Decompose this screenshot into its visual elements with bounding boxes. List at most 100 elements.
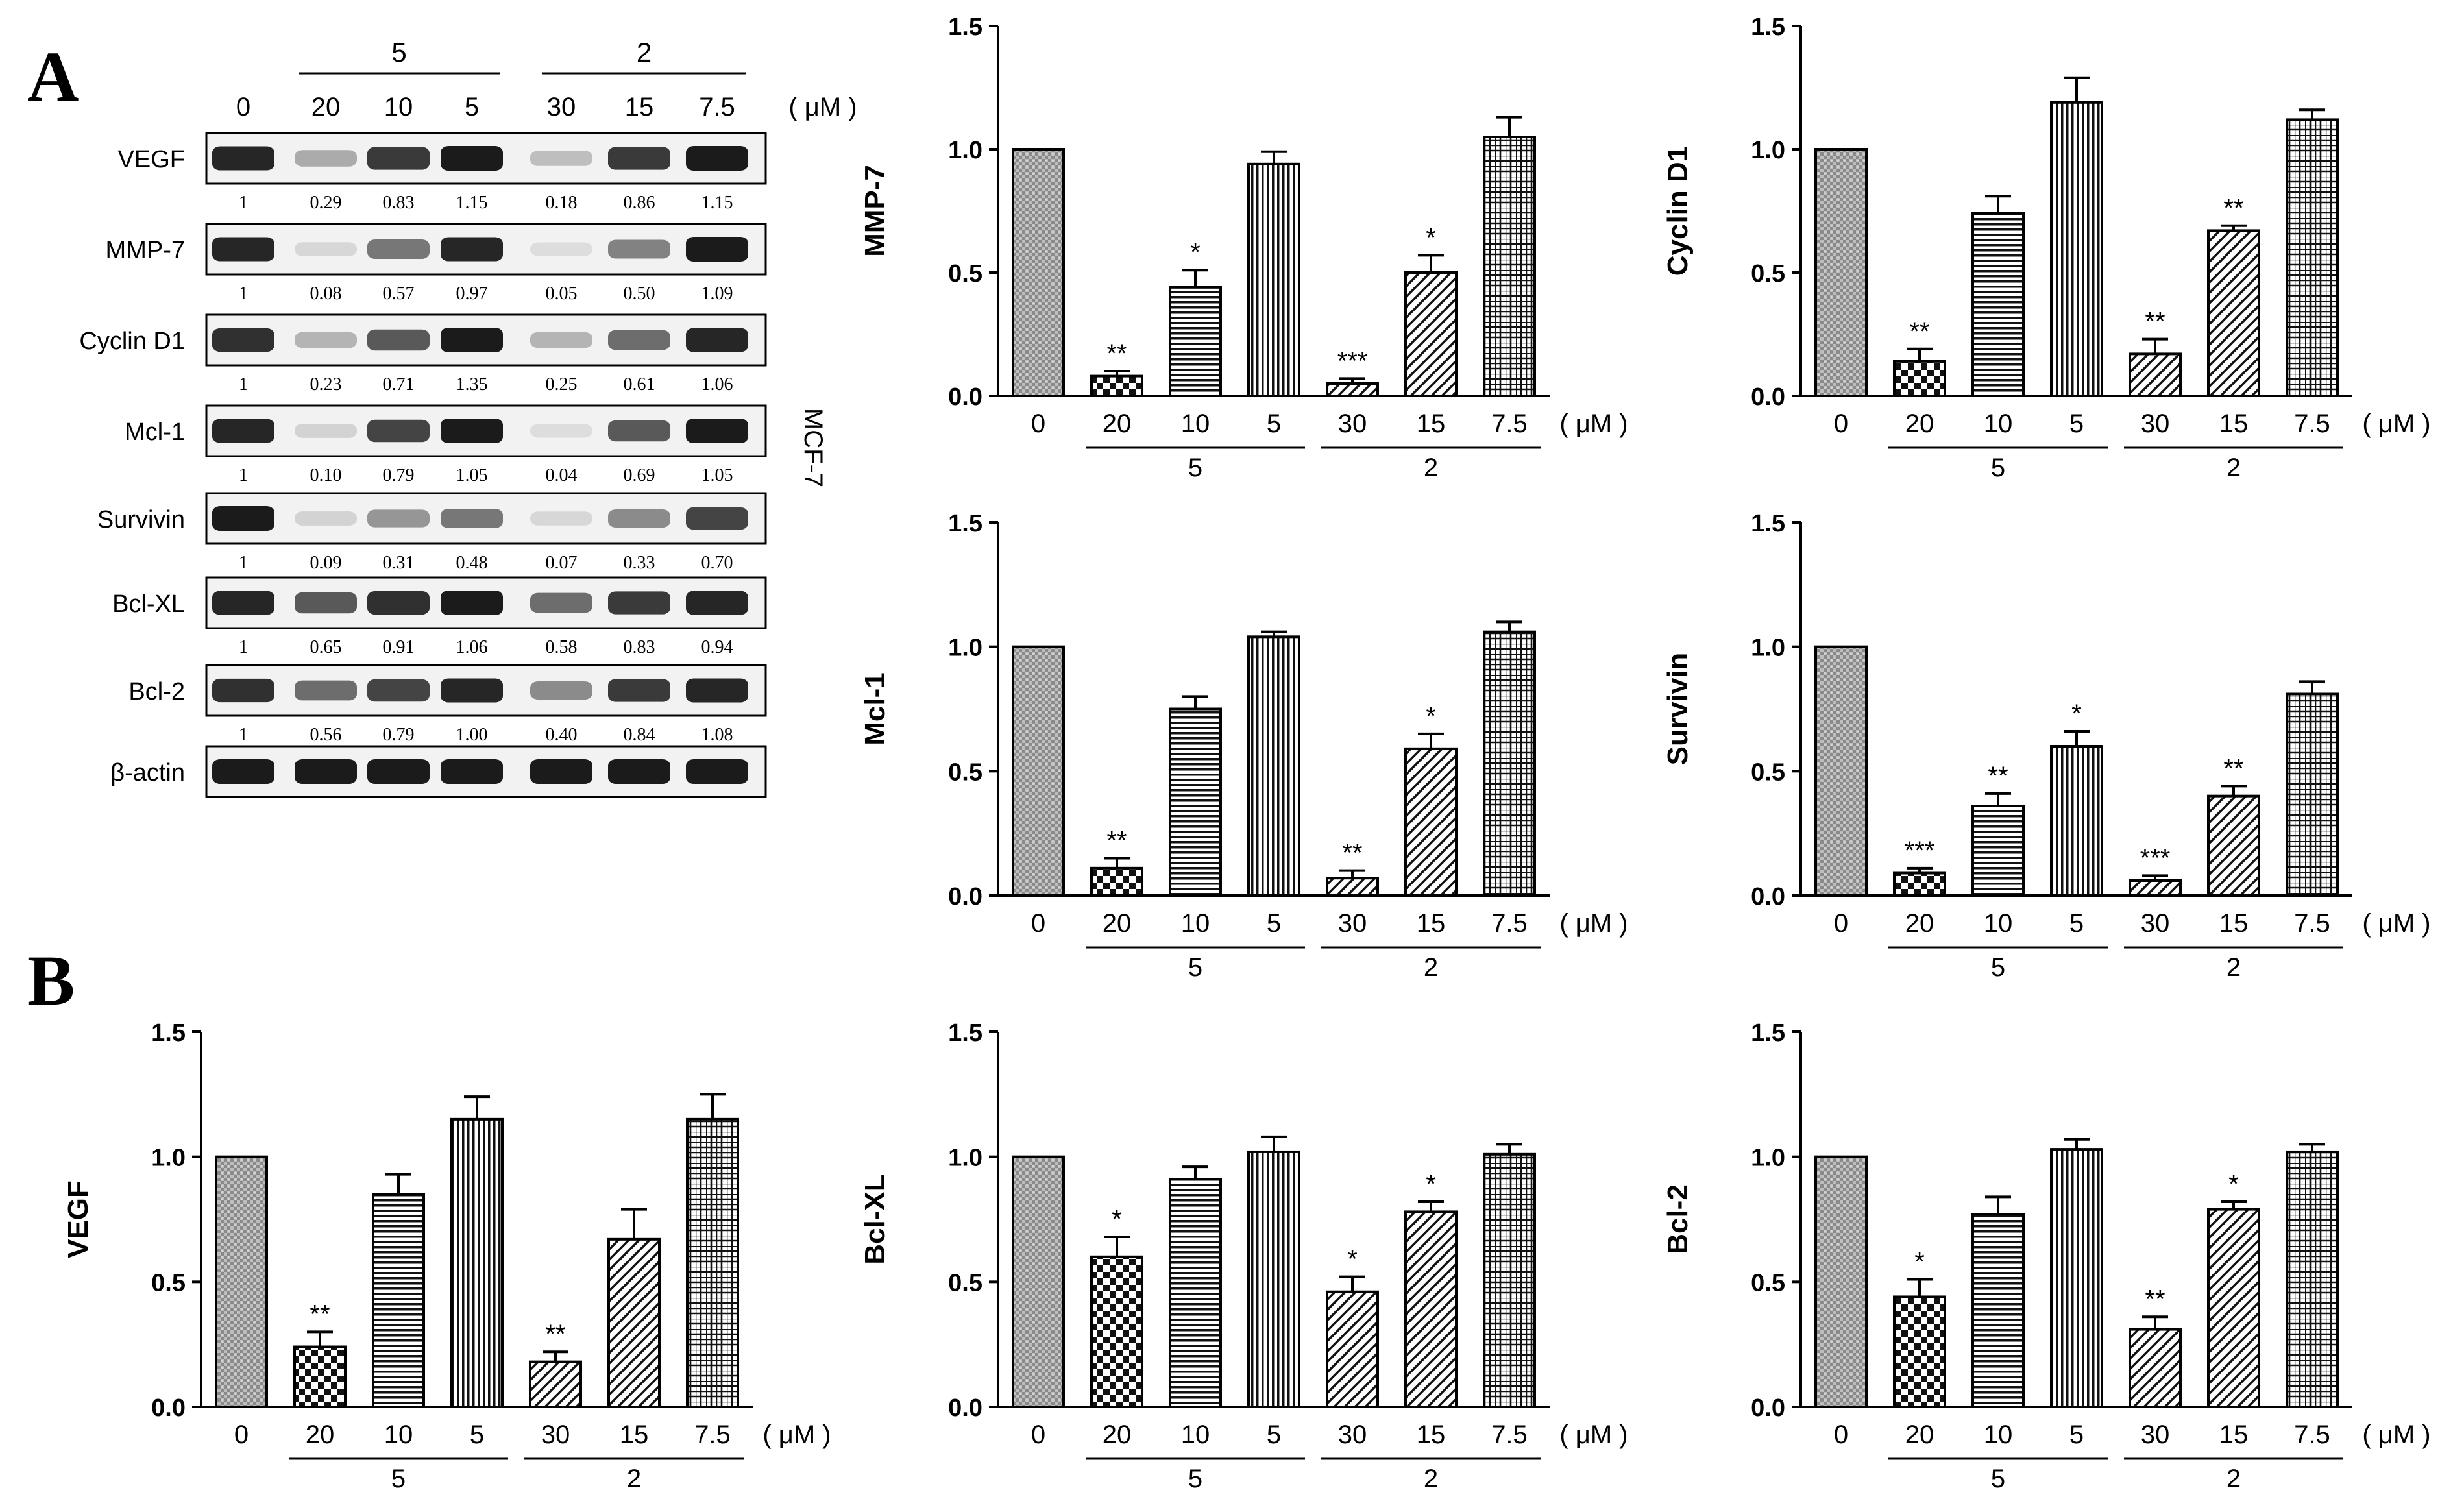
blot-band	[530, 592, 592, 613]
blot-band	[608, 147, 670, 170]
blot-band	[367, 591, 430, 615]
panel-label-b: B	[27, 941, 75, 1020]
bar	[1483, 136, 1536, 397]
x-unit-label: ( μM )	[1559, 1420, 1628, 1449]
bar	[293, 1345, 347, 1409]
x-tick-label: 5	[470, 1420, 484, 1449]
significance-label: **	[1988, 762, 2008, 790]
y-tick-label: 0.0	[151, 1395, 186, 1422]
x-unit-label: ( μM )	[762, 1420, 831, 1449]
bar	[1893, 360, 1946, 397]
bar	[1247, 1150, 1300, 1408]
bar	[1012, 148, 1065, 397]
x-tick-label: 30	[2141, 409, 2170, 438]
blot-lane-label: 10	[384, 93, 413, 121]
blot-band	[367, 679, 430, 702]
x-group-label: 2	[2226, 454, 2241, 482]
y-tick-label: 1.0	[1751, 1145, 1785, 1172]
significance-label: *	[1190, 238, 1201, 267]
bar-chart-cyclin-d1: 0.0 0.5 1.0 1.5 Cyclin D1 0 ** 20 10 5 ** 30 ** 15 7.5…	[1662, 14, 2431, 482]
x-tick-label: 20	[1905, 1420, 1934, 1449]
bar	[2050, 745, 2103, 897]
blot-ratio-label: 1	[239, 637, 248, 657]
blot-band	[441, 678, 503, 703]
blot-band	[608, 420, 670, 442]
y-axis-label: VEGF	[62, 1180, 94, 1258]
blot-band	[212, 146, 274, 171]
significance-label: *	[1112, 1205, 1122, 1234]
blot-band	[530, 424, 592, 438]
bar	[1247, 635, 1300, 897]
significance-label: **	[2145, 308, 2165, 336]
blot-band	[295, 680, 357, 701]
x-tick-label: 10	[1984, 909, 2013, 938]
bar	[2129, 879, 2182, 897]
bar	[1169, 1178, 1222, 1408]
bar	[607, 1237, 661, 1408]
blot-ratio-label: 0.84	[624, 725, 655, 745]
significance-label: *	[1347, 1245, 1358, 1274]
y-tick-label: 1.0	[948, 1145, 982, 1172]
blot-band	[441, 591, 503, 615]
bar	[2207, 1208, 2260, 1408]
y-tick-label: 0.0	[1751, 1395, 1785, 1422]
bar	[2207, 229, 2260, 397]
blot-ratio-label: 0.08	[310, 284, 342, 304]
bar-chart-bcl-xl: 0.0 0.5 1.0 1.5 Bcl-XL 0 * 20 10 5 * 30 * 15 7.5 ( μM )…	[859, 1019, 1628, 1493]
bar	[1169, 286, 1222, 397]
x-tick-label: 10	[1984, 409, 2013, 438]
blot-ratio-label: 0.71	[383, 374, 415, 395]
x-tick-label: 30	[1338, 909, 1367, 938]
blot-band	[608, 759, 670, 784]
blot-band	[530, 759, 592, 784]
blot-band	[367, 509, 430, 528]
blot-ratio-label: 0.07	[546, 553, 578, 573]
blot-band	[212, 328, 274, 352]
x-tick-label: 7.5	[694, 1420, 731, 1449]
blot-band	[441, 237, 503, 262]
blot-ratio-label: 0.58	[546, 637, 578, 657]
blot-ratio-label: 1	[239, 553, 248, 573]
bar	[1169, 707, 1222, 897]
x-tick-label: 0	[1834, 1420, 1848, 1449]
y-tick-label: 1.5	[948, 510, 982, 537]
x-tick-label: 7.5	[2294, 409, 2330, 438]
x-group-label: 5	[391, 1465, 406, 1493]
bar	[1971, 805, 2025, 897]
bar	[1404, 747, 1458, 897]
blot-protein-label: Mcl-1	[125, 419, 185, 446]
blot-protein-label: VEGF	[118, 146, 185, 173]
blot-ratio-label: 0.57	[383, 284, 415, 304]
blot-protein-label: MMP-7	[106, 237, 185, 264]
blot-band	[212, 506, 274, 531]
blot-band	[686, 591, 748, 615]
blot-lane-label: 20	[311, 93, 341, 121]
bar	[1814, 1155, 1868, 1408]
blot-band	[441, 328, 503, 352]
x-tick-label: 30	[1338, 409, 1367, 438]
blot-band	[608, 509, 670, 528]
blot-ratio-label: 0.50	[624, 284, 655, 304]
blot-protein-label: Bcl-XL	[112, 591, 185, 618]
bar-chart-bcl-2: 0.0 0.5 1.0 1.5 Bcl-2 0 * 20 10 5 ** 30 * 15 7.5 ( μM )…	[1662, 1019, 2431, 1493]
blot-band	[441, 419, 503, 443]
blot-cell-line-label: MCF-7	[799, 408, 827, 487]
significance-label: **	[1909, 317, 1929, 346]
bar	[2207, 794, 2260, 897]
blot-lane-label: 30	[547, 93, 576, 121]
y-tick-label: 0.5	[1751, 1269, 1785, 1297]
x-tick-label: 20	[1103, 909, 1132, 938]
blot-ratio-label: 1	[239, 725, 248, 745]
blot-protein-label: β-actin	[110, 759, 185, 786]
y-tick-label: 1.0	[948, 137, 982, 164]
blot-ratio-label: 1.15	[456, 193, 488, 213]
blot-ratio-label: 1	[239, 374, 248, 395]
blot-ratio-label: 0.09	[310, 553, 342, 573]
bar	[1090, 374, 1143, 397]
blot-ratio-label: 0.05	[546, 284, 578, 304]
blot-protein-label: Bcl-2	[128, 678, 185, 705]
blot-ratio-label: 1.35	[456, 374, 488, 395]
x-group-label: 5	[1188, 454, 1202, 482]
x-tick-label: 15	[2219, 1420, 2249, 1449]
blot-band	[367, 239, 430, 259]
